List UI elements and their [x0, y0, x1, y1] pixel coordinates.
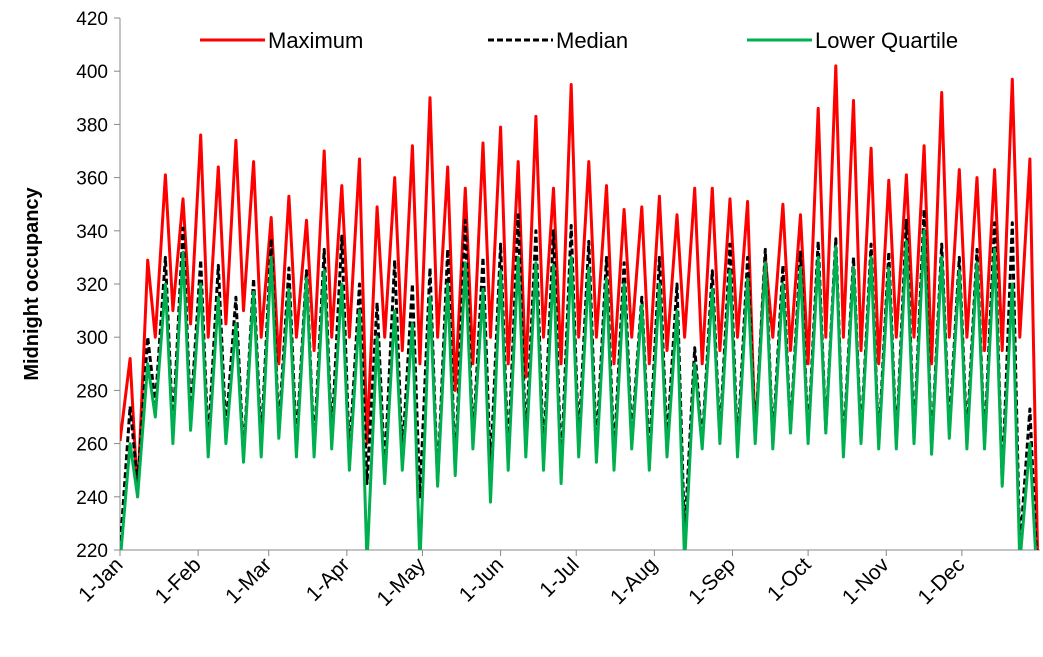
x-tick-label: 1-Dec	[914, 553, 970, 609]
x-tick-label: 1-Jun	[455, 553, 508, 606]
y-tick-label: 280	[76, 381, 108, 402]
x-tick-label: 1-Feb	[151, 553, 206, 608]
y-axis-label: Midnight occupancy	[21, 186, 43, 380]
legend-label: Median	[556, 28, 628, 53]
x-tick-label: 1-Jul	[535, 553, 583, 601]
legend-label: Lower Quartile	[815, 28, 958, 53]
y-tick-label: 340	[76, 222, 108, 243]
y-tick-label: 360	[76, 169, 108, 190]
x-tick-label: 1-Oct	[763, 553, 816, 606]
x-tick-label: 1-Nov	[838, 553, 894, 609]
legend-label: Maximum	[268, 28, 363, 53]
y-tick-label: 320	[76, 275, 108, 296]
x-tick-label: 1-Mar	[221, 553, 276, 608]
series-line	[120, 229, 1037, 550]
y-tick-label: 400	[76, 62, 108, 83]
y-tick-label: 380	[76, 115, 108, 136]
plot-area	[120, 64, 1039, 550]
y-tick-label: 420	[76, 9, 108, 30]
series-line	[120, 64, 1039, 550]
y-tick-label: 240	[76, 488, 108, 509]
y-tick-label: 260	[76, 435, 108, 456]
y-tick-label: 300	[76, 328, 108, 349]
x-tick-label: 1-May	[372, 553, 430, 611]
x-tick-label: 1-Sep	[684, 553, 740, 609]
x-tick-label: 1-Apr	[302, 553, 355, 606]
y-tick-label: 220	[76, 541, 108, 562]
x-tick-label: 1-Aug	[606, 553, 662, 609]
